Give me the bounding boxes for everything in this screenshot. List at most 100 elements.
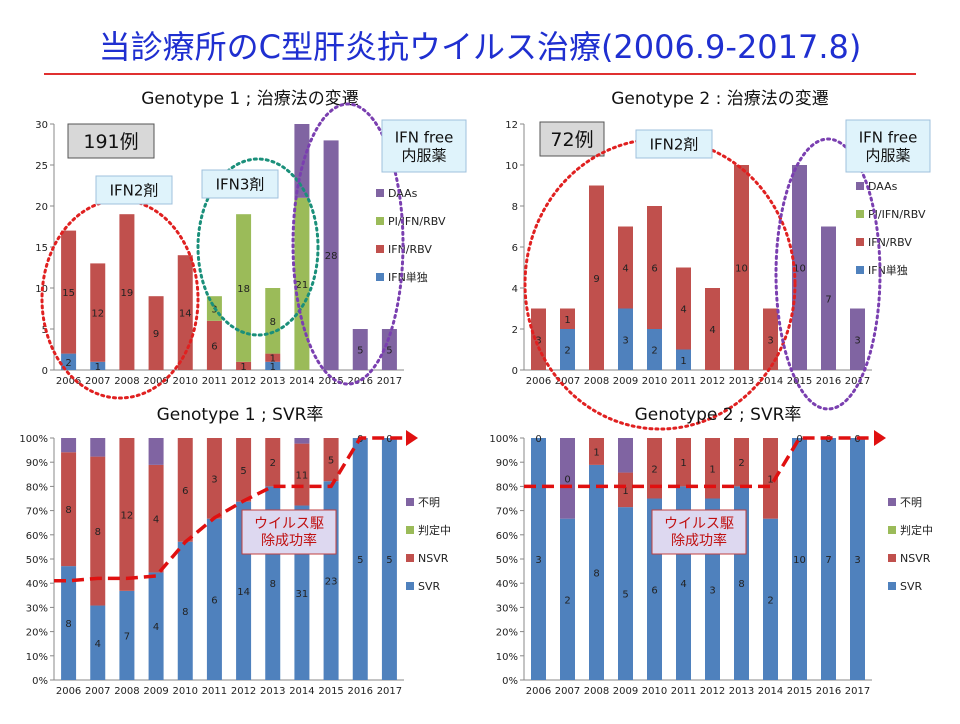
- y-tick-label: 25: [35, 161, 48, 172]
- title-divider: [44, 73, 916, 75]
- x-tick-label: 2012: [231, 686, 256, 697]
- legend-label: IFN単独: [388, 270, 428, 284]
- bar-value-label: 10: [793, 264, 806, 275]
- x-tick-label: 2012: [700, 686, 725, 697]
- ifn2-callout-box: [635, 129, 713, 159]
- bar-nsvr: [294, 443, 310, 506]
- ifnfree-ellipse: [774, 137, 882, 411]
- ifn3-callout: IFN3剤: [216, 175, 265, 193]
- chart-g1-svr: Genotype 1 ; SVR率 0% 10% 20% 30% 40% 50% 60% 70%…: [0, 398, 480, 720]
- bar-ifn: [647, 329, 662, 370]
- bar-value-label: 19: [121, 288, 134, 299]
- legend-label: DAAs: [868, 180, 898, 193]
- x-tick-label: 2009: [613, 686, 638, 697]
- y-tick-label: 90%: [26, 458, 48, 469]
- ifn2-ellipse: [40, 198, 200, 400]
- y-tick-label: 20%: [496, 628, 518, 639]
- svr-rate-callout: ウイルス駆除成功率: [664, 516, 734, 549]
- x-tick-label: 2014: [758, 686, 783, 697]
- bar-rbv: [589, 185, 604, 370]
- legend-swatch-pi: [856, 210, 864, 218]
- legend-label: DAAs: [388, 187, 418, 200]
- x-tick-label: 2013: [260, 376, 285, 387]
- legend-swatch-pending: [888, 526, 896, 534]
- bar-nsvr: [734, 438, 749, 487]
- x-tick-label: 2016: [816, 686, 841, 697]
- bar-nsvr: [589, 438, 604, 465]
- bar-nsvr: [647, 438, 662, 499]
- bar-value-label: 5: [386, 346, 392, 357]
- bar-svr: [763, 518, 778, 680]
- bar-svr: [148, 572, 164, 680]
- bar-value-label: 5: [240, 466, 246, 477]
- y-tick-label: 15: [35, 243, 48, 254]
- y-tick-label: 80%: [26, 482, 48, 493]
- bar-nsvr: [148, 464, 164, 573]
- bar-value-label: 8: [738, 579, 744, 590]
- bar-pi: [265, 288, 281, 354]
- bar-value-label: 5: [622, 590, 628, 601]
- bar-value-label: 2: [767, 595, 773, 606]
- slide-title: 当診療所のC型肝炎抗ウイルス治療(2006.9-2017.8): [98, 28, 862, 66]
- x-tick-label: 2017: [845, 686, 870, 697]
- bar-value-label: 2: [738, 458, 744, 469]
- legend-swatch-daa: [856, 182, 864, 190]
- bar-value-label: 2: [270, 458, 276, 469]
- bar-value-label: 3: [767, 335, 773, 346]
- y-tick-label: 30%: [496, 603, 518, 614]
- bar-ifn: [265, 361, 281, 370]
- bar-value-label: 3: [535, 335, 541, 346]
- bar-value-label: 15: [62, 288, 75, 299]
- bar-value-label: 5: [386, 555, 392, 566]
- x-tick-label: 2006: [526, 686, 551, 697]
- legend-swatch-rbv: [376, 245, 384, 253]
- bar-nsvr: [61, 452, 77, 567]
- bar-pi: [236, 214, 252, 362]
- bar-svr: [177, 541, 193, 680]
- bar-ifn: [61, 353, 77, 370]
- bar-value-label: 3: [854, 335, 860, 346]
- bar-value-label: 21: [296, 280, 309, 291]
- y-tick-label: 6: [512, 243, 518, 254]
- y-tick-label: 20%: [26, 628, 48, 639]
- bar-value-label: 3: [709, 585, 715, 596]
- ifn2-callout: IFN2剤: [110, 181, 159, 199]
- bar-value-label: 3: [211, 474, 217, 485]
- y-tick-label: 60%: [26, 531, 48, 542]
- bar-value-label: 4: [95, 639, 101, 650]
- y-tick-label: 100%: [489, 434, 518, 445]
- bar-pi: [294, 197, 310, 370]
- x-tick-label: 2008: [114, 376, 139, 387]
- legend-label: IFN単独: [868, 263, 908, 277]
- y-tick-label: 0%: [502, 676, 518, 687]
- bar-nsvr: [90, 456, 106, 606]
- bar-nsvr: [676, 438, 691, 487]
- x-tick-label: 2007: [555, 686, 580, 697]
- x-tick-label: 2006: [56, 376, 81, 387]
- bar-value-label: 4: [680, 305, 686, 316]
- bar-value-label: 1: [680, 458, 686, 469]
- bar-nsvr: [763, 438, 778, 519]
- bar-rbv: [647, 206, 662, 329]
- bar-value-label: 8: [65, 619, 71, 630]
- bar-value-label: 1: [709, 464, 715, 475]
- x-tick-label: 2017: [377, 376, 402, 387]
- x-tick-label: 2011: [202, 686, 227, 697]
- bar-value-label: 10: [793, 555, 806, 566]
- legend-label: 不明: [418, 496, 440, 509]
- bar-value-label: 1: [680, 356, 686, 367]
- legend-label: SVR: [418, 580, 441, 593]
- x-tick-label: 2011: [671, 686, 696, 697]
- legend-label: 判定中: [418, 523, 451, 537]
- y-tick-label: 0: [42, 366, 48, 377]
- bar-value-label: 7: [124, 631, 130, 642]
- x-tick-label: 2010: [642, 686, 667, 697]
- y-tick-label: 10%: [496, 652, 518, 663]
- y-tick-label: 10%: [26, 652, 48, 663]
- legend-swatch-pending: [406, 526, 414, 534]
- bar-value-label: 3: [622, 335, 628, 346]
- chart-g1-treatment: Genotype 1 ; 治療法の変遷 0 5 10 15 20 25 30 2006 2 15 20…: [0, 84, 480, 400]
- chart-g2-svr: Genotype 2 ; SVR率 0% 10% 20% 30% 40% 50% 60% 70%…: [480, 398, 960, 720]
- bar-value-label: 4: [622, 264, 628, 275]
- bar-ifn: [560, 329, 575, 370]
